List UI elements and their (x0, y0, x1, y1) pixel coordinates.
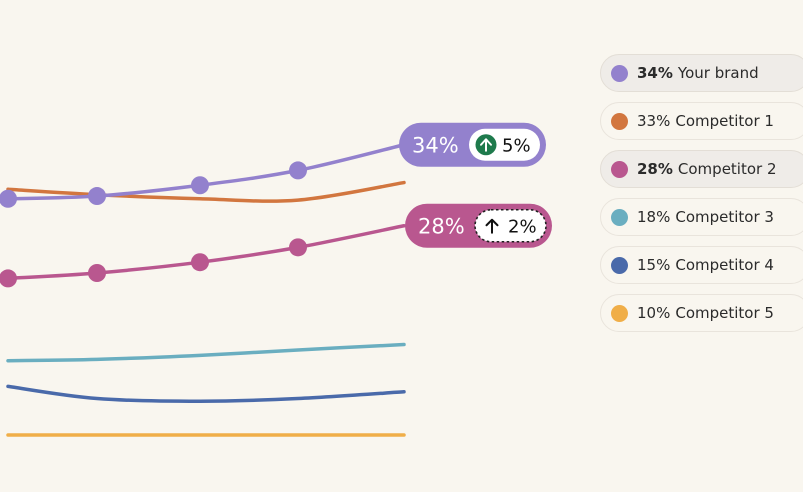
data-point-your-brand-3[interactable] (191, 176, 209, 195)
legend-swatch (611, 208, 628, 226)
series-line-competitor-2 (6, 224, 406, 281)
legend-swatch (611, 64, 628, 82)
legend-label: Competitor 2 (677, 160, 777, 178)
legend-swatch (611, 256, 628, 274)
up-arrow-icon (485, 218, 499, 234)
data-point-competitor-2-1[interactable] (0, 269, 17, 288)
legend-percent: 33% (637, 112, 671, 130)
series-line-competitor-1 (6, 180, 406, 203)
legend-item-competitor-4[interactable]: 15% Competitor 4 (600, 246, 803, 284)
legend-percent: 15% (637, 256, 671, 274)
change-value: 5% (502, 135, 531, 156)
legend-percent: 34% (637, 64, 673, 82)
legend-item-competitor-2[interactable]: 28% Competitor 2 (600, 150, 803, 188)
data-point-your-brand-4[interactable] (289, 161, 307, 180)
legend-label: Your brand (677, 64, 759, 82)
data-point-competitor-2-4[interactable] (289, 238, 307, 257)
up-arrow-glyph (480, 138, 492, 152)
series-line-competitor-3 (6, 342, 406, 363)
legend-label: Competitor 3 (675, 208, 774, 226)
legend-label: Competitor 5 (675, 304, 774, 322)
legend-item-competitor-1[interactable]: 33% Competitor 1 (600, 102, 803, 140)
change-value: 2% (508, 216, 537, 237)
legend-item-competitor-5[interactable]: 10% Competitor 5 (600, 294, 803, 332)
data-point-competitor-2-2[interactable] (88, 264, 106, 282)
legend-label: Competitor 1 (675, 112, 774, 130)
legend: 34% Your brand 33% Competitor 1 28% Competito… (600, 54, 803, 332)
legend-label: Competitor 4 (675, 256, 774, 274)
legend-percent: 10% (637, 304, 671, 322)
change-badge (474, 208, 547, 243)
data-point-competitor-2-3[interactable] (191, 253, 209, 272)
legend-swatch (611, 160, 628, 178)
legend-swatch (611, 112, 628, 130)
end-label-your-brand: 34% 5% (399, 122, 546, 167)
legend-item-competitor-3[interactable]: 18% Competitor 3 (600, 198, 803, 236)
series-line-competitor-4 (6, 384, 406, 404)
end-label-value: 28% (418, 214, 465, 238)
end-label-competitor-2: 28% 2% (405, 203, 552, 248)
legend-swatch (611, 304, 628, 322)
end-label-value: 34% (412, 133, 459, 157)
legend-item-your-brand[interactable]: 34% Your brand (600, 54, 803, 92)
legend-percent: 18% (637, 208, 671, 226)
data-point-your-brand-2[interactable] (88, 187, 106, 206)
legend-percent: 28% (637, 160, 673, 178)
data-point-your-brand-1[interactable] (0, 189, 17, 208)
